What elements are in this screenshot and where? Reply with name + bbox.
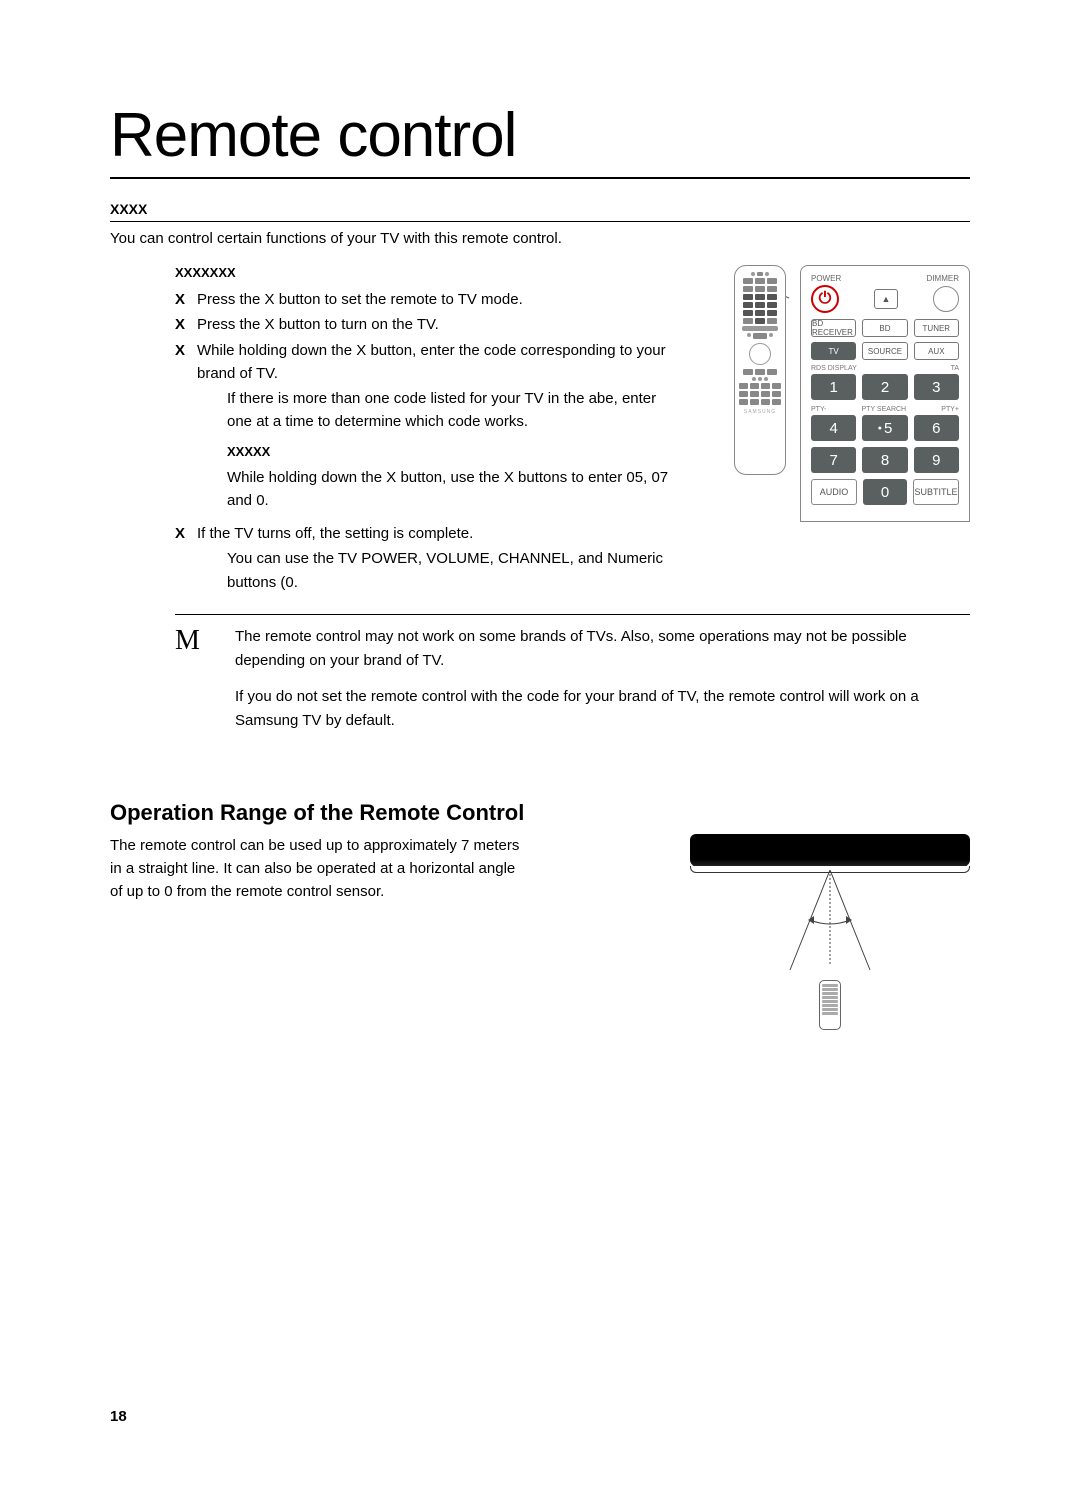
note-1: The remote control may not work on some … — [235, 625, 970, 673]
dimmer-button-icon — [933, 286, 959, 312]
pty-plus-label: PTY+ — [941, 406, 959, 413]
num-6: 6 — [914, 415, 959, 441]
step-2: X Press the X button to turn on the TV. — [175, 313, 680, 336]
src-bdreceiver: BD RECEIVER — [811, 319, 856, 337]
remote-zoom-panel: POWER DIMMER ⏻ ▲ BD RECEIVER BD TUNER TV… — [800, 265, 970, 522]
step-1-text: Press the X button to set the remote to … — [197, 291, 523, 308]
device-bar-icon — [690, 834, 970, 870]
pty-search-label: PTY SEARCH — [862, 406, 907, 413]
step-3: X While holding down the X button, enter… — [175, 339, 680, 513]
note-2: If you do not set the remote control wit… — [235, 685, 970, 733]
step-1: X Press the X button to set the remote t… — [175, 288, 680, 311]
note-icon: M — [175, 625, 205, 745]
pty-minus-label: PTY- — [811, 406, 826, 413]
step-4-sub: You can use the TV POWER, VOLUME, CHANNE… — [197, 547, 680, 594]
src-tv: TV — [811, 342, 856, 360]
page-title: Remote control — [110, 100, 970, 179]
num-1: 1 — [811, 374, 856, 400]
step-3-marker: X — [175, 339, 185, 362]
step-2-text: Press the X button to turn on the TV. — [197, 316, 439, 333]
open-button-icon: ▲ — [874, 289, 898, 309]
rds-label: RDS DISPLAY — [811, 365, 857, 372]
example-label: XXXXX — [227, 442, 680, 462]
remote-diagram-column: SAMSUNG POWER DIMMER ⏻ ▲ BD RECEIVER BD … — [710, 265, 970, 596]
mini-remote-icon — [819, 980, 841, 1030]
step-4-marker: X — [175, 522, 185, 545]
content-row: XXXXXXX X Press the X button to set the … — [110, 265, 970, 596]
steps-list: X Press the X button to set the remote t… — [175, 288, 680, 594]
note-block: M The remote control may not work on som… — [110, 625, 970, 745]
intro-text: You can control certain functions of you… — [110, 230, 970, 247]
ta-label: TA — [951, 365, 959, 372]
range-diagram — [690, 834, 970, 1034]
remote-brand-label: SAMSUNG — [739, 409, 781, 415]
num-5: ●5 — [862, 415, 907, 441]
num-4: 4 — [811, 415, 856, 441]
power-label: POWER — [811, 274, 841, 283]
num-7: 7 — [811, 447, 856, 473]
steps-sublabel: XXXXXXX — [175, 265, 680, 280]
step-3-text: While holding down the X button, enter t… — [197, 342, 666, 382]
src-bd: BD — [862, 319, 907, 337]
num-2: 2 — [862, 374, 907, 400]
step-4: X If the TV turns off, the setting is co… — [175, 522, 680, 594]
num-0: 0 — [863, 479, 907, 505]
audio-button: AUDIO — [811, 479, 857, 505]
src-aux: AUX — [914, 342, 959, 360]
dimmer-label: DIMMER — [927, 274, 959, 283]
step-4-text: If the TV turns off, the setting is comp… — [197, 525, 473, 542]
step-2-marker: X — [175, 313, 185, 336]
signal-cone-icon — [690, 870, 970, 980]
page-number: 18 — [110, 1408, 127, 1425]
subtitle-button: SUBTITLE — [913, 479, 959, 505]
note-divider — [175, 614, 970, 615]
step-1-marker: X — [175, 288, 185, 311]
remote-diagram: SAMSUNG POWER DIMMER ⏻ ▲ BD RECEIVER BD … — [710, 265, 970, 522]
src-source: SOURCE — [862, 342, 907, 360]
example-text: While holding down the X button, use the… — [227, 466, 680, 513]
remote-mini-icon: SAMSUNG — [734, 265, 786, 475]
src-tuner: TUNER — [914, 319, 959, 337]
num-8: 8 — [862, 447, 907, 473]
num-9: 9 — [914, 447, 959, 473]
num-3: 3 — [914, 374, 959, 400]
note-body: The remote control may not work on some … — [235, 625, 970, 745]
range-text: The remote control can be used up to app… — [110, 834, 530, 1034]
power-button-icon: ⏻ — [811, 285, 839, 313]
section-label: XXXX — [110, 201, 970, 222]
steps-column: XXXXXXX X Press the X button to set the … — [110, 265, 680, 596]
range-row: The remote control can be used up to app… — [110, 834, 970, 1034]
step-3-sub: If there is more than one code listed fo… — [197, 387, 680, 434]
range-heading: Operation Range of the Remote Control — [110, 800, 970, 826]
